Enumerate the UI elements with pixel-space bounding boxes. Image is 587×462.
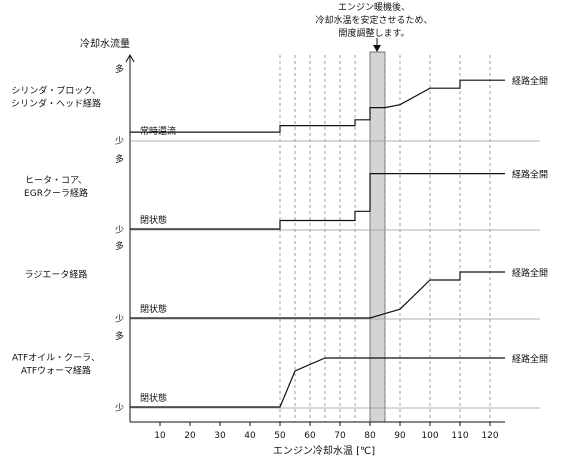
level-label-low: 少 xyxy=(115,403,124,414)
start-state-label: 閉状態 xyxy=(140,303,167,315)
x-tick-label: 90 xyxy=(394,431,406,441)
x-tick-label: 120 xyxy=(481,431,498,441)
end-state-label: 経路全開 xyxy=(512,267,548,279)
x-tick-label: 100 xyxy=(421,431,438,441)
start-state-label: 閉状態 xyxy=(140,214,167,226)
x-tick-label: 40 xyxy=(244,431,256,441)
x-tick-label: 30 xyxy=(214,431,226,441)
end-state-label: 経路全開 xyxy=(512,353,548,365)
x-tick-label: 50 xyxy=(274,431,286,441)
level-label-low: 少 xyxy=(115,314,124,325)
annotation-arrow-head xyxy=(373,45,381,52)
x-tick-label: 10 xyxy=(154,431,166,441)
start-state-label: 常時還流 xyxy=(140,125,176,137)
series-line xyxy=(130,173,505,230)
series-line xyxy=(130,357,505,408)
series-line xyxy=(130,79,505,133)
level-label-high: 多 xyxy=(115,330,124,342)
x-tick-label: 20 xyxy=(184,431,196,441)
panel-label: ラジエータ経路 xyxy=(25,269,88,281)
panel-label: ヒータ・コア、 xyxy=(25,175,87,186)
band-annotation-line: 冷却水温を安定させるため、 xyxy=(315,14,432,26)
panel-label: シリンダ・ブロック、 xyxy=(11,85,100,97)
level-label-high: 多 xyxy=(115,63,124,75)
x-tick-label: 60 xyxy=(304,431,316,441)
x-tick-label: 110 xyxy=(451,431,468,441)
band-annotation-line: エンジン暖機後、 xyxy=(338,1,410,13)
series-line xyxy=(130,271,505,319)
level-label-low: 少 xyxy=(115,225,124,236)
x-tick-label: 80 xyxy=(364,431,376,441)
panel-label: シリンダ・ヘッド経路 xyxy=(11,98,101,110)
panel-label: ATFウォーマ経路 xyxy=(21,365,91,377)
level-label-low: 少 xyxy=(115,136,124,147)
x-tick-label: 70 xyxy=(334,431,346,441)
x-axis-title: エンジン冷却水温 [℃] xyxy=(273,444,375,457)
band-annotation-line: 開度調整します。 xyxy=(338,27,409,39)
panel-label: ATFオイル・クーラ、 xyxy=(12,353,100,364)
y-axis-title: 冷却水流量 xyxy=(80,37,130,50)
level-label-high: 多 xyxy=(115,153,124,165)
end-state-label: 経路全開 xyxy=(512,169,548,181)
panel-label: EGRクーラ経路 xyxy=(24,187,88,199)
level-label-high: 多 xyxy=(115,240,124,252)
y-axis-arrow xyxy=(125,53,135,63)
end-state-label: 経路全開 xyxy=(512,75,548,87)
start-state-label: 閉状態 xyxy=(140,392,167,404)
